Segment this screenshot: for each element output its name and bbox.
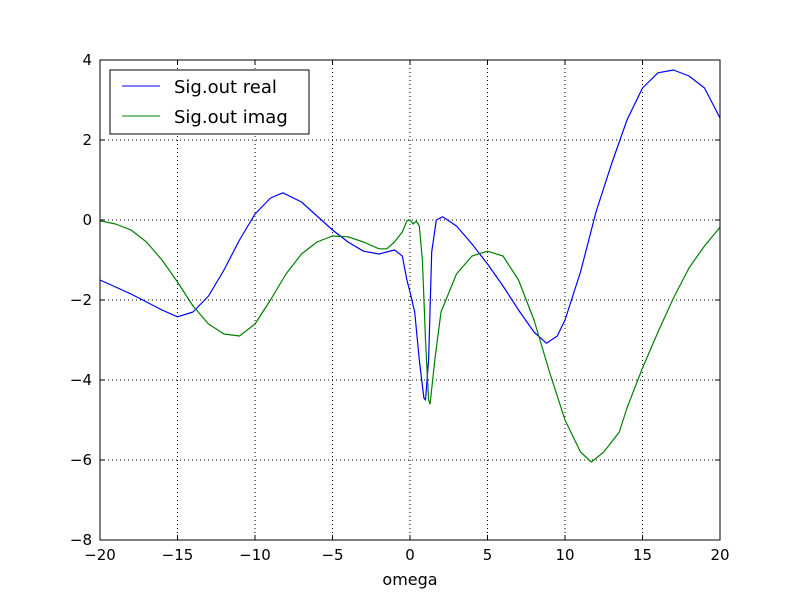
y-tick-label: −4: [70, 371, 92, 389]
x-axis-label: omega: [382, 570, 437, 589]
x-tick-label: −20: [84, 546, 116, 564]
x-tick-label: −15: [162, 546, 194, 564]
series-line-imag: [99, 219, 721, 463]
x-tick-label: 0: [405, 546, 415, 564]
y-tick-label: −8: [70, 531, 92, 549]
y-tick-label: 0: [82, 211, 92, 229]
series-line-real: [99, 69, 721, 401]
x-tick-label: 20: [710, 546, 729, 564]
y-tick-label: −6: [70, 451, 92, 469]
legend-box: [109, 69, 310, 135]
x-tick-label: 5: [483, 546, 493, 564]
legend: Sig.out real Sig.out imag: [109, 69, 310, 135]
legend-label-imag: Sig.out imag: [174, 107, 288, 128]
y-tick-label: 4: [82, 51, 92, 69]
x-tick-label: −5: [321, 546, 343, 564]
series-lines: [99, 69, 721, 463]
x-tick-label: 10: [555, 546, 574, 564]
x-tick-label: −10: [239, 546, 271, 564]
legend-label-real: Sig.out real: [174, 77, 277, 98]
y-tick-label: −2: [70, 291, 92, 309]
y-tick-label: 2: [82, 131, 92, 149]
x-tick-label: 15: [633, 546, 652, 564]
